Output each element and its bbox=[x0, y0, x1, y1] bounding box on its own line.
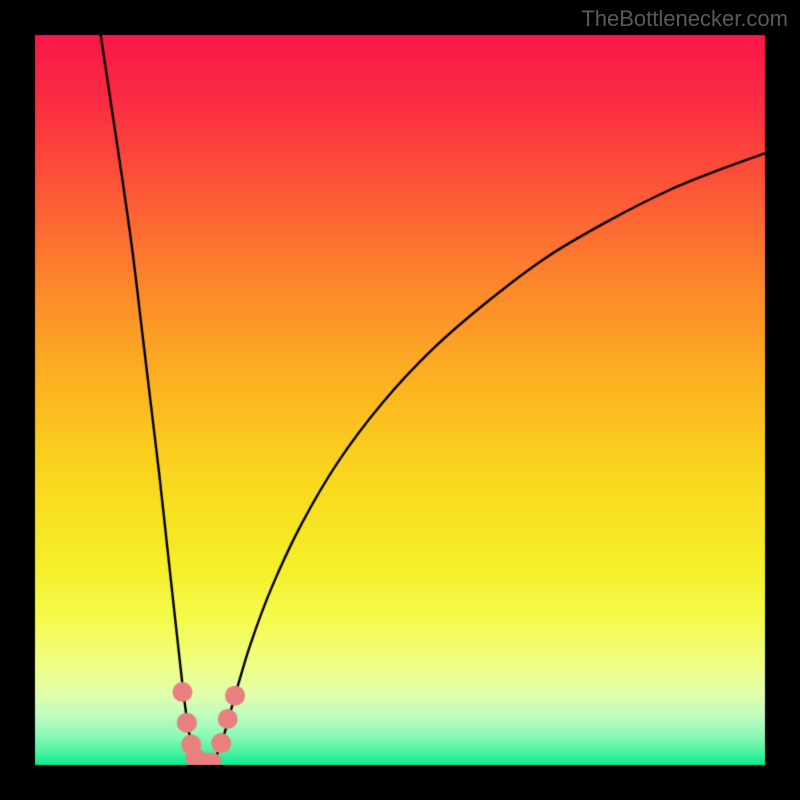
bottleneck-curve-chart bbox=[0, 0, 800, 800]
chart-stage: TheBottlenecker.com bbox=[0, 0, 800, 800]
